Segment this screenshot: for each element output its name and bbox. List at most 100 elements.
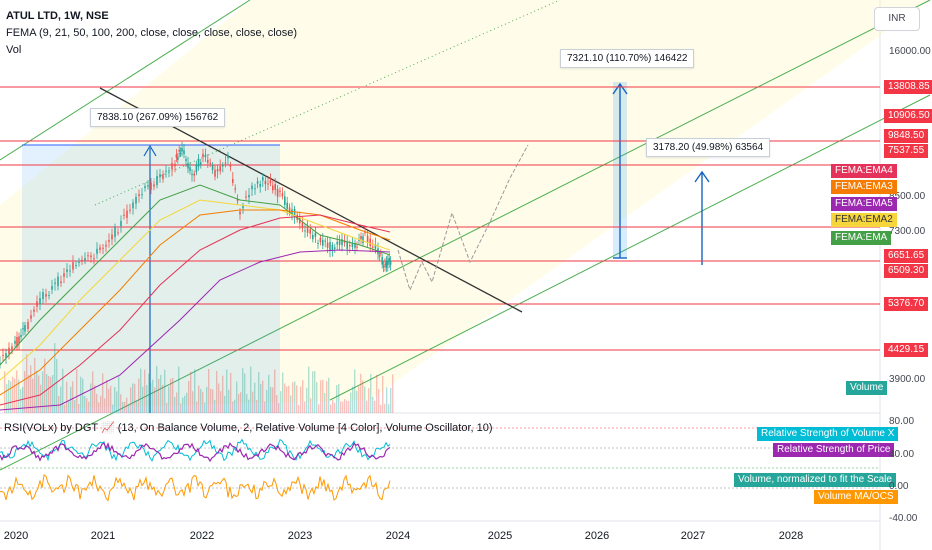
volume-bar — [98, 402, 100, 413]
volume-bar — [106, 380, 108, 413]
candle-body — [326, 242, 329, 248]
volume-bar — [76, 369, 78, 413]
volume-bar — [330, 404, 332, 413]
volume-bar — [362, 380, 364, 413]
volume-bar — [302, 380, 304, 413]
volume-bar — [318, 404, 320, 413]
candle-body — [251, 185, 253, 190]
candle-body — [14, 340, 16, 344]
volume-bar — [198, 385, 200, 413]
volume-bar — [110, 385, 112, 413]
price-level-label: 13808.85 — [884, 80, 932, 94]
volume-bar — [192, 391, 194, 413]
candle-body — [222, 165, 224, 167]
volume-bar — [164, 369, 166, 413]
volume-bar — [108, 388, 110, 413]
volume-bar — [90, 383, 92, 413]
ema-line-1 — [0, 184, 391, 366]
volume-bar — [392, 374, 394, 413]
channel-lower-line — [329, 94, 931, 401]
volume-bar — [24, 371, 26, 413]
channel-dotted-line — [94, 0, 561, 206]
candle-body — [96, 248, 98, 254]
volume-bar — [26, 354, 28, 413]
candle-body — [388, 258, 390, 262]
candle-body — [256, 181, 259, 184]
volume-bar — [38, 375, 40, 413]
volume-bar — [204, 402, 206, 413]
candle-body — [324, 240, 326, 242]
volume-bar — [332, 400, 334, 413]
volume-bar — [250, 366, 252, 413]
candle-body — [334, 247, 336, 249]
volume-bar — [340, 401, 342, 413]
ema-line-4 — [0, 214, 391, 406]
candle-body — [51, 285, 53, 290]
candle-body — [374, 244, 377, 249]
candle-body — [385, 261, 388, 268]
volume-bar — [304, 401, 306, 413]
volume-bar — [212, 389, 214, 413]
volume-bar — [68, 401, 70, 413]
indicator-legend: FEMA (9, 21, 50, 100, 200, close, close,… — [6, 27, 298, 39]
volume-bar — [8, 379, 10, 413]
volume-bar — [84, 395, 86, 413]
candle-body — [378, 255, 381, 257]
candle-body — [291, 209, 293, 215]
candle-body — [216, 168, 219, 172]
volume-bar — [62, 368, 64, 413]
volume-bar — [104, 398, 106, 413]
candle-body — [242, 206, 244, 209]
volume-bar — [156, 366, 158, 413]
candle-body — [36, 301, 38, 307]
volume-bar — [260, 383, 262, 413]
candle-body — [254, 188, 256, 190]
candle-body — [331, 245, 334, 251]
volume-bar — [270, 387, 272, 413]
volume-bar — [16, 370, 18, 413]
volume-bar — [112, 404, 114, 413]
candle-body — [141, 194, 143, 196]
candle-body — [147, 185, 149, 187]
volume-bar — [382, 376, 384, 413]
volume-bar — [180, 403, 182, 413]
volume-bar — [100, 395, 102, 413]
volume-bar — [252, 391, 254, 413]
candle-body — [211, 165, 214, 170]
volume-bar — [28, 374, 30, 413]
volume-bar — [352, 386, 354, 413]
candle-body — [135, 197, 137, 204]
volume-bar — [334, 402, 336, 413]
candle-body — [22, 328, 24, 330]
volume-bar — [200, 388, 202, 413]
candle-body — [274, 184, 276, 190]
candle-body — [24, 325, 26, 332]
candle-body — [179, 153, 182, 155]
time-tick-label: 2027 — [680, 530, 706, 542]
measure-arrowhead — [143, 144, 157, 157]
candle-body — [193, 173, 195, 176]
volume-bar — [286, 386, 288, 413]
volume-bar — [138, 378, 140, 413]
ema-label: FEMA:EMA3 — [831, 180, 897, 194]
candle-body — [105, 244, 107, 247]
candle-body — [132, 202, 134, 209]
volume-bar — [214, 399, 216, 413]
candle-body — [81, 259, 83, 261]
candle-body — [18, 336, 20, 344]
currency-scale-button[interactable]: INR — [874, 7, 920, 31]
volume-bar — [232, 401, 234, 413]
volume-bar — [86, 398, 88, 413]
candle-body — [48, 294, 50, 296]
candle-body — [234, 188, 236, 190]
rsi-legend-label: Volume, normalized to fit the Scale — [734, 473, 896, 487]
volume-bar — [230, 372, 232, 413]
candle-body — [314, 232, 317, 237]
volume-bar — [88, 401, 90, 413]
candle-body — [301, 222, 304, 229]
price-level-label: 6651.65 — [884, 249, 929, 263]
volume-bar — [134, 383, 136, 413]
volume-bar — [160, 374, 162, 413]
volume-bar — [126, 397, 128, 413]
